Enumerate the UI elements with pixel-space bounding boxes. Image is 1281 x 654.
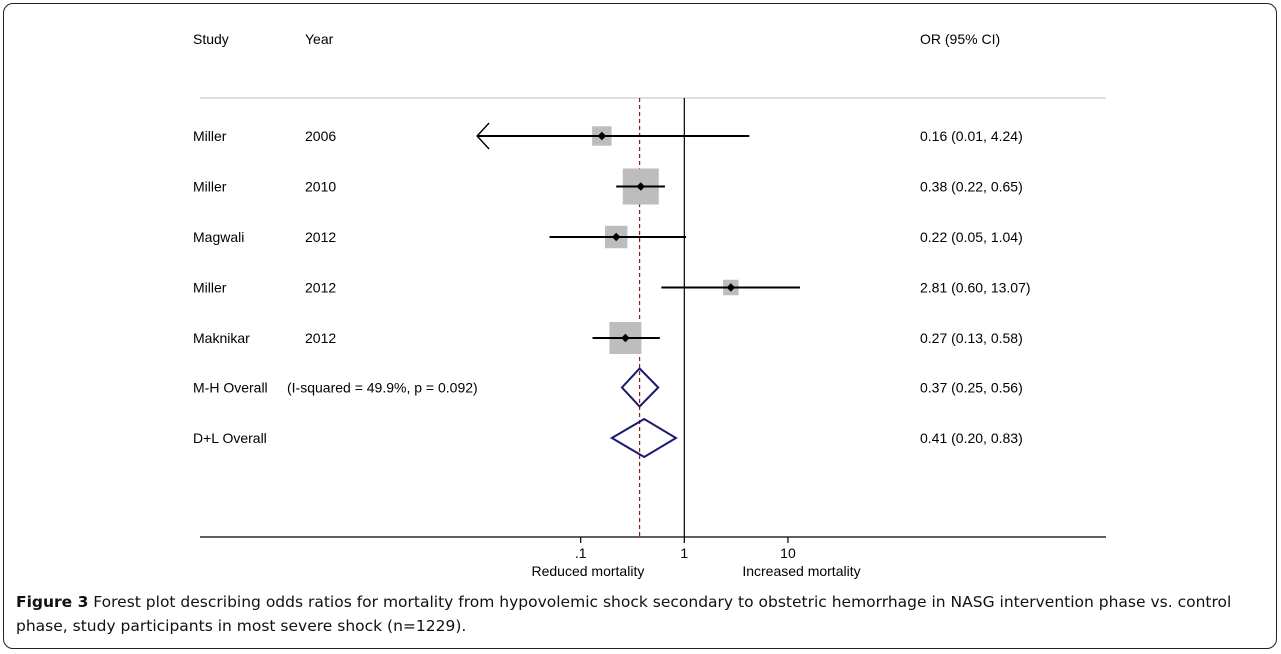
- or-label: 0.22 (0.05, 1.04): [920, 229, 1023, 245]
- favours-right: Increased mortality: [742, 563, 860, 579]
- heterogeneity-note: (I-squared = 49.9%, p = 0.092): [287, 380, 478, 396]
- overall-name: M-H Overall: [193, 380, 268, 396]
- figure-caption: Figure 3 Forest plot describing odds rat…: [16, 590, 1256, 638]
- study-name: Miller: [193, 179, 227, 195]
- study-year: 2010: [305, 179, 336, 195]
- or-label: 0.27 (0.13, 0.58): [920, 330, 1023, 346]
- caption-label: Figure 3: [16, 593, 89, 611]
- ci-arrow: [476, 122, 490, 150]
- study-year: 2006: [305, 128, 336, 144]
- or-label: 0.16 (0.01, 4.24): [920, 128, 1023, 144]
- study-year: 2012: [305, 330, 336, 346]
- or-label: 2.81 (0.60, 13.07): [920, 280, 1031, 296]
- point-estimate: [726, 283, 736, 292]
- study-name: Maknikar: [193, 330, 250, 346]
- overall-diamond: [609, 417, 678, 459]
- favours-left: Reduced mortality: [532, 563, 645, 579]
- forest-plot: Study Year OR (95% CI) Miller 2006 0.16 (0.01…: [193, 31, 1106, 579]
- x-tick-label: .1: [575, 545, 587, 561]
- point-estimate: [621, 333, 630, 343]
- study-name: Miller: [193, 280, 227, 296]
- or-label: 0.38 (0.22, 0.65): [920, 179, 1023, 195]
- study-name: Magwali: [193, 229, 244, 245]
- or-label: 0.41 (0.20, 0.83): [920, 430, 1023, 446]
- caption-text: Forest plot describing odds ratios for m…: [16, 593, 1232, 635]
- header-study: Study: [193, 31, 229, 47]
- or-label: 0.37 (0.25, 0.56): [920, 380, 1023, 396]
- header-year: Year: [305, 31, 334, 47]
- header-or: OR (95% CI): [920, 31, 1000, 47]
- x-tick-label: 10: [780, 545, 796, 561]
- overall-diamond: [620, 367, 660, 408]
- study-year: 2012: [305, 280, 336, 296]
- study-year: 2012: [305, 229, 336, 245]
- overall-name: D+L Overall: [193, 430, 267, 446]
- x-tick-label: 1: [680, 545, 688, 561]
- study-name: Miller: [193, 128, 227, 144]
